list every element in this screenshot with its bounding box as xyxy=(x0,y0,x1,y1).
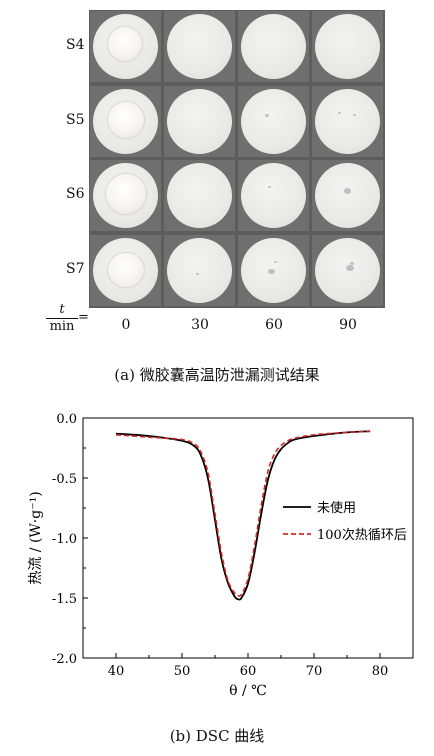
caption-b: (b) DSC 曲线 xyxy=(169,727,265,745)
leak-spot xyxy=(346,264,354,271)
col-label-90: 90 xyxy=(339,317,357,333)
microcapsule-pellet xyxy=(106,174,146,214)
filter-paper xyxy=(241,163,306,228)
row-label-s5: S5 xyxy=(66,111,85,128)
row-label-s6: S6 xyxy=(66,186,85,202)
photo-s4-0min xyxy=(90,11,161,82)
row-label-s7: S7 xyxy=(66,260,85,277)
legend-label-0: 未使用 xyxy=(317,500,356,516)
photo-s6-0min xyxy=(90,160,161,231)
x-tick-label-60: 60 xyxy=(240,664,257,679)
photo-s4-60min xyxy=(238,11,309,82)
leak-spot xyxy=(196,272,199,275)
photo-s7-90min xyxy=(312,234,383,306)
photo-s4-30min xyxy=(164,11,235,82)
caption-a: (a) 微胶囊高温防泄漏测试结果 xyxy=(114,366,320,384)
time-axis-denominator: min xyxy=(49,319,75,334)
leak-spot xyxy=(265,113,269,117)
leak-test-photo-grid xyxy=(89,10,385,308)
leak-spot xyxy=(268,186,271,189)
x-tick-label-40: 40 xyxy=(108,664,125,679)
microcapsule-pellet xyxy=(108,27,142,61)
series-line-0 xyxy=(115,430,371,601)
leak-spot xyxy=(353,113,356,116)
dsc-chart: 40 50 60 70 80 0.0 -0.5 -1.0 -1.5 -2.0 θ / ℃ 热流 / (… xyxy=(28,412,414,699)
y-tick-label-0: 0.0 xyxy=(56,412,77,427)
leak-spot xyxy=(344,188,351,194)
y-tick-label-3: -1.5 xyxy=(52,592,77,607)
series-line-1 xyxy=(115,430,371,597)
filter-paper xyxy=(167,163,232,228)
x-axis-label: θ / ℃ xyxy=(229,683,267,699)
filter-paper xyxy=(315,163,380,228)
microcapsule-pellet xyxy=(108,101,144,138)
time-axis-numerator: t xyxy=(59,302,65,317)
col-label-60: 60 xyxy=(265,317,283,333)
filter-paper xyxy=(315,88,380,154)
photo-s7-0min xyxy=(90,234,161,306)
x-tick-label-80: 80 xyxy=(372,664,389,679)
filter-paper xyxy=(241,88,306,154)
photo-s7-60min xyxy=(238,234,309,306)
leak-spot xyxy=(338,111,341,114)
x-tick-label-70: 70 xyxy=(306,664,323,679)
leak-spot xyxy=(350,261,354,265)
col-label-30: 30 xyxy=(191,317,209,333)
time-axis-label: t min xyxy=(46,303,78,334)
photo-s5-30min xyxy=(164,85,235,157)
filter-paper xyxy=(167,237,232,303)
time-axis-equals: = xyxy=(78,310,89,325)
col-label-0: 0 xyxy=(121,317,131,333)
photo-s4-90min xyxy=(312,11,383,82)
photo-s6-90min xyxy=(312,160,383,231)
legend-label-1: 100次热循环后 xyxy=(317,527,407,543)
filter-paper xyxy=(315,14,380,79)
y-tick-label-4: -2.0 xyxy=(52,652,77,667)
y-axis-label: 热流 / (W·g⁻¹) xyxy=(28,491,44,584)
photo-s5-90min xyxy=(312,85,383,157)
leak-spot xyxy=(268,268,275,275)
row-label-s4: S4 xyxy=(66,37,85,53)
microcapsule-pellet xyxy=(108,252,144,287)
filter-paper xyxy=(241,14,306,79)
photo-s5-60min xyxy=(238,85,309,157)
photo-s6-30min xyxy=(164,160,235,231)
filter-paper xyxy=(167,14,232,79)
photo-s6-60min xyxy=(238,160,309,231)
x-tick-label-50: 50 xyxy=(174,664,191,679)
leak-spot xyxy=(274,260,277,263)
photo-s7-30min xyxy=(164,234,235,306)
filter-paper xyxy=(167,88,232,154)
y-tick-label-2: -1.0 xyxy=(52,532,77,547)
y-tick-label-1: -0.5 xyxy=(52,472,77,487)
photo-s5-0min xyxy=(90,85,161,157)
